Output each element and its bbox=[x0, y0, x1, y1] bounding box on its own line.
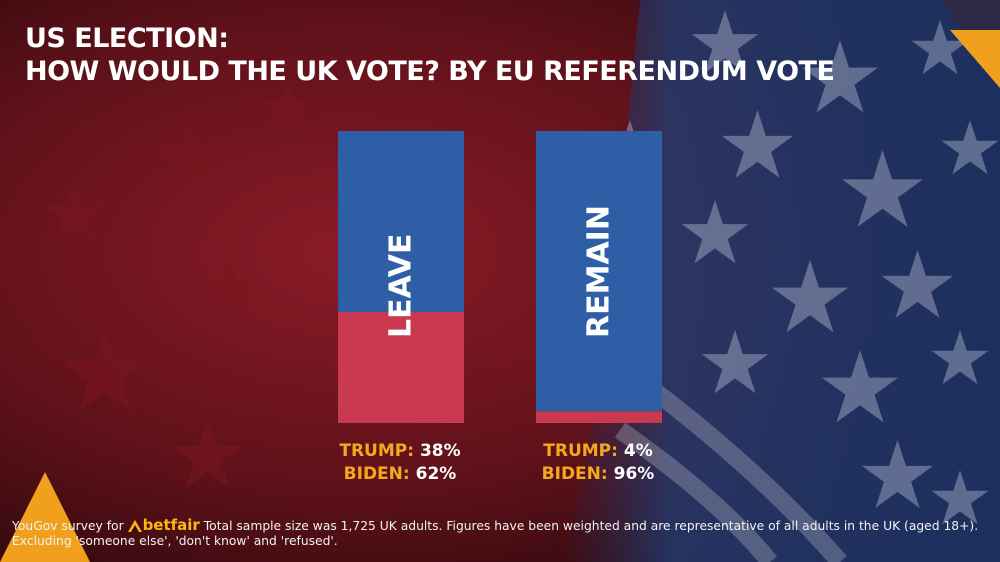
footer-text: Total sample size was 1,725 UK adults. F… bbox=[12, 519, 979, 548]
corner-triangle-decoration bbox=[0, 472, 90, 562]
result-remain: TRUMP: 4% BIDEN: 96% bbox=[498, 440, 698, 486]
title-line-1: US ELECTION: bbox=[25, 23, 229, 54]
biden-value: 62% bbox=[415, 464, 457, 484]
bar-leave-biden bbox=[338, 131, 464, 313]
bar-label-remain: REMAIN bbox=[582, 205, 617, 338]
trump-value: 38% bbox=[419, 441, 461, 461]
biden-label: BIDEN: bbox=[541, 464, 608, 484]
result-trump-line: TRUMP: 4% bbox=[498, 440, 698, 463]
source-note: YouGov survey for betfair Total sample s… bbox=[12, 518, 992, 549]
page-title: US ELECTION: HOW WOULD THE UK VOTE? BY E… bbox=[25, 22, 835, 88]
result-trump-line: TRUMP: 38% bbox=[300, 440, 500, 463]
bar-label-leave: LEAVE bbox=[384, 233, 419, 338]
trump-label: TRUMP: bbox=[543, 441, 618, 461]
title-line-2: HOW WOULD THE UK VOTE? BY EU REFERENDUM … bbox=[25, 56, 835, 87]
result-biden-line: BIDEN: 96% bbox=[498, 463, 698, 486]
trump-value: 4% bbox=[623, 441, 653, 461]
bar-leave-trump bbox=[338, 312, 464, 423]
corner-triangle-decoration bbox=[940, 0, 1000, 90]
biden-label: BIDEN: bbox=[343, 464, 410, 484]
brand-name: betfair bbox=[142, 516, 200, 534]
betfair-logo: betfair bbox=[127, 516, 200, 534]
result-leave: TRUMP: 38% BIDEN: 62% bbox=[300, 440, 500, 486]
result-biden-line: BIDEN: 62% bbox=[300, 463, 500, 486]
bar-remain-trump bbox=[536, 411, 662, 423]
trump-label: TRUMP: bbox=[339, 441, 415, 461]
biden-value: 96% bbox=[613, 464, 655, 484]
bar-remain-biden bbox=[536, 131, 662, 412]
footer-prefix: YouGov survey for bbox=[12, 519, 124, 533]
betfair-arrow-icon bbox=[127, 520, 142, 532]
